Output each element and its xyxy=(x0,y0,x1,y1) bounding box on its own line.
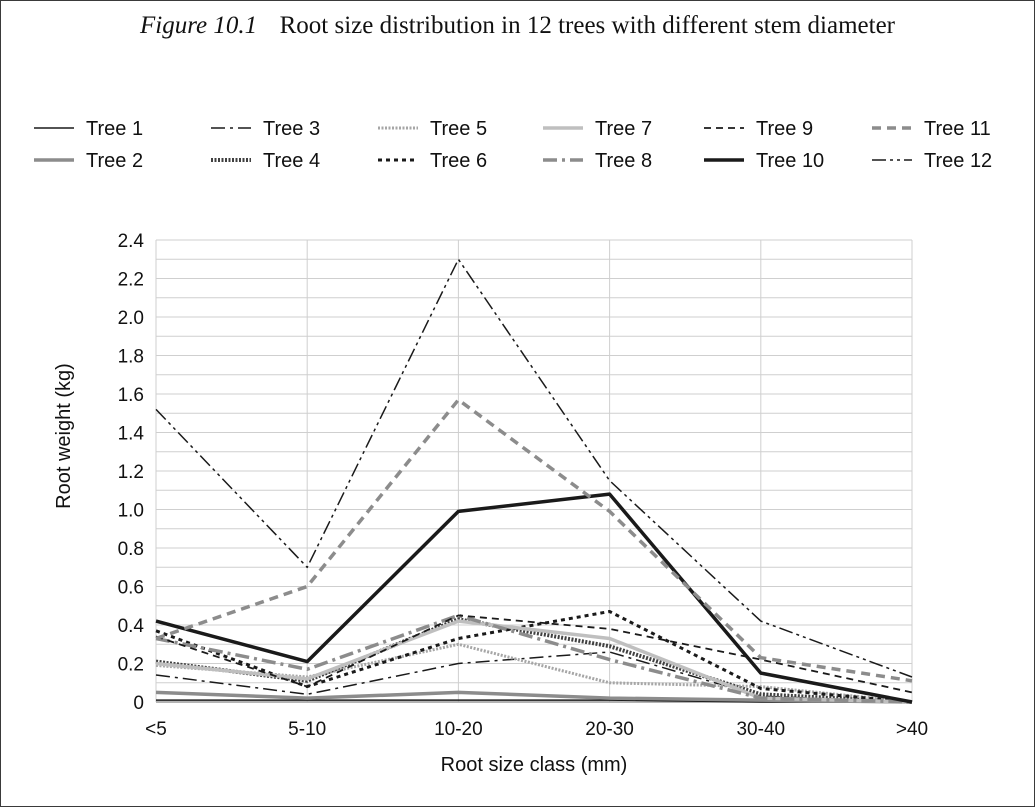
legend-label: Tree 3 xyxy=(263,118,320,140)
series-lines xyxy=(155,258,913,704)
y-axis-ticks: 0 0.2 0.4 0.6 0.8 1.0 1.2 1.4 1.6 1.8 2.0 2.2 2.4 xyxy=(118,231,145,714)
legend-label: Tree 7 xyxy=(595,118,652,140)
legend-label: Tree 4 xyxy=(263,150,320,172)
legend-label: Tree 11 xyxy=(924,118,991,140)
series-line xyxy=(155,398,913,683)
legend-label: Tree 9 xyxy=(756,118,813,140)
legend-label: Tree 1 xyxy=(86,118,143,140)
series-line xyxy=(155,614,913,694)
y-axis-title: Root weight (kg) xyxy=(53,363,75,509)
y-tick-label: 2.4 xyxy=(118,231,145,252)
legend-label: Tree 2 xyxy=(86,150,143,172)
y-tick-label: 1.4 xyxy=(118,424,145,445)
y-tick-label: 0 xyxy=(133,693,144,714)
figure-label: Figure 10.1 xyxy=(139,12,258,39)
x-tick-label: 30-40 xyxy=(736,719,785,740)
x-tick-label: 5-10 xyxy=(288,719,326,740)
y-tick-label: 1.0 xyxy=(118,501,144,522)
y-tick-label: 1.2 xyxy=(118,462,144,483)
x-axis-title: Root size class (mm) xyxy=(441,754,628,776)
gridlines xyxy=(155,239,913,703)
legend-label: Tree 8 xyxy=(595,150,652,172)
y-tick-label: 1.6 xyxy=(118,385,144,406)
x-tick-label: 20-30 xyxy=(585,719,634,740)
y-tick-label: 2.0 xyxy=(118,308,144,329)
legend-label: Tree 5 xyxy=(430,118,487,140)
y-tick-label: 0.2 xyxy=(118,655,144,676)
y-tick-label: 1.8 xyxy=(118,347,144,368)
series-line xyxy=(155,613,913,704)
legend-label: Tree 10 xyxy=(756,150,824,172)
series-line xyxy=(155,492,913,704)
figure-caption: Figure 10.1 Root size distribution in 12… xyxy=(0,12,1035,40)
x-tick-label: >40 xyxy=(896,719,928,740)
y-tick-label: 0.8 xyxy=(118,539,144,560)
y-tick-label: 2.2 xyxy=(118,270,144,291)
x-tick-label: <5 xyxy=(145,719,167,740)
legend: Tree 1 Tree 2 Tree 3 Tree 4 Tree 5 Tree 6 Tree… xyxy=(34,118,992,172)
figure-caption-text: Root size distribution in 12 trees with … xyxy=(279,12,895,39)
y-tick-label: 0.6 xyxy=(118,578,144,599)
x-axis-ticks: <5 5-10 10-20 20-30 30-40 >40 xyxy=(145,719,928,740)
legend-label: Tree 12 xyxy=(924,150,992,172)
x-tick-label: 10-20 xyxy=(434,719,483,740)
series-line xyxy=(155,258,913,678)
legend-label: Tree 6 xyxy=(430,150,487,172)
y-tick-label: 0.4 xyxy=(118,616,145,637)
